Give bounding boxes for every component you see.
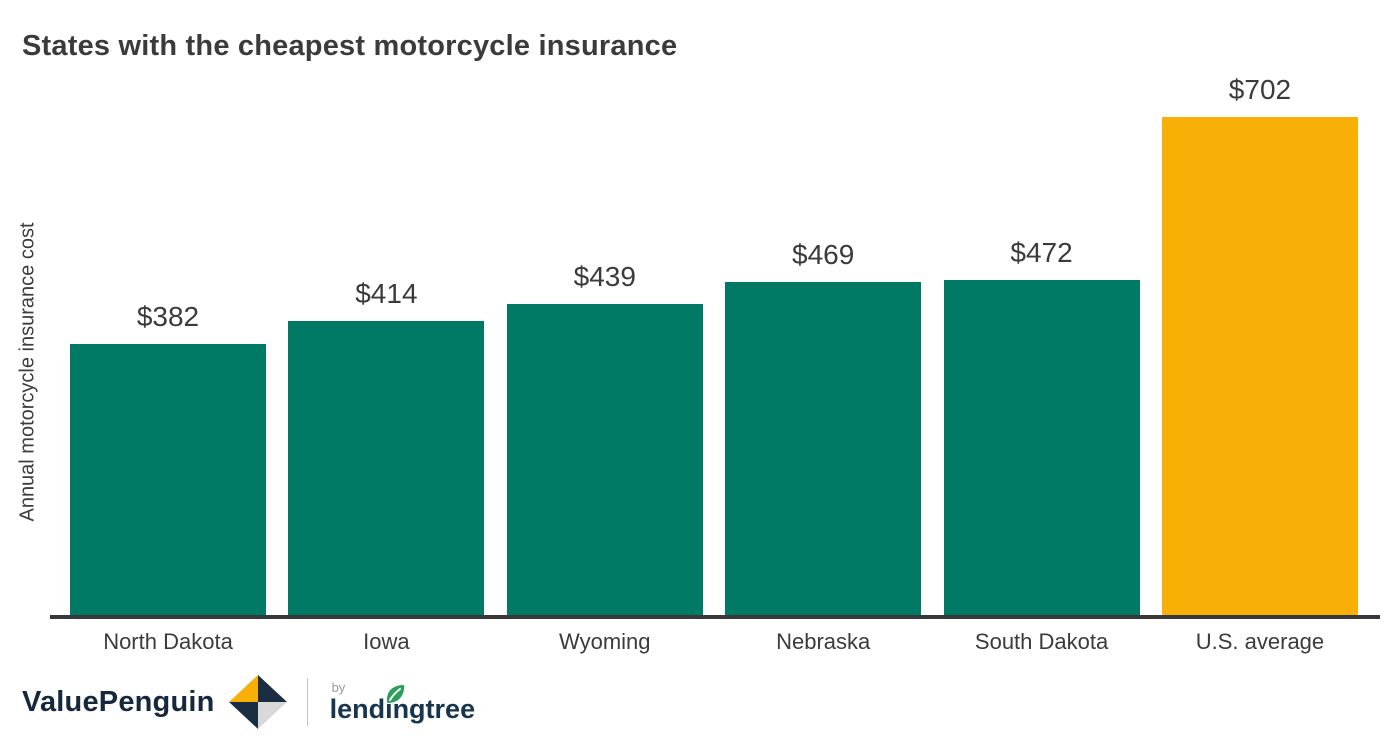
x-label-nebraska: Nebraska: [776, 629, 871, 654]
lendingtree-logo: by lendingtree: [330, 681, 476, 724]
bar-wyoming: [506, 304, 703, 615]
x-label-us-average: U.S. average: [1195, 629, 1325, 654]
branding-footer: ValuePenguin by lendingtree: [22, 672, 475, 732]
plot-area: $382 $414 $439 $469 $472 $702: [70, 75, 1358, 615]
chart-title: States with the cheapest motorcycle insu…: [22, 30, 678, 62]
bar-value-label: $382: [136, 301, 200, 332]
bar-group-south-dakota: $472: [943, 237, 1140, 615]
y-axis-label: Annual motorcycle insurance cost: [16, 222, 39, 522]
bar-south-dakota: [943, 280, 1140, 615]
leaf-icon: [386, 684, 404, 703]
by-label: by: [331, 679, 346, 695]
bar-group-wyoming: $439: [506, 261, 703, 615]
bar-value-label: $414: [355, 278, 418, 309]
lendingtree-wordmark: lendingtree: [330, 684, 475, 724]
bar-north-dakota: [70, 344, 266, 615]
bar-iowa: [288, 321, 485, 615]
bar-value-label: $702: [1228, 74, 1292, 105]
valuepenguin-diamond-icon: [228, 675, 287, 729]
bar-value-label: $439: [573, 261, 636, 292]
bar-group-north-dakota: $382: [70, 302, 266, 615]
bar-group-nebraska: $469: [725, 239, 922, 615]
bar-nebraska: [725, 282, 922, 615]
brand-divider: [306, 678, 308, 726]
bar-us-average: [1161, 117, 1358, 615]
x-label-wyoming: Wyoming: [559, 629, 651, 654]
x-axis-labels: North Dakota Iowa Wyoming Nebraska South…: [70, 627, 1358, 657]
x-label-north-dakota: North Dakota: [103, 629, 233, 654]
bar-value-label: $469: [792, 239, 855, 270]
valuepenguin-wordmark: ValuePenguin: [22, 685, 215, 718]
x-label-iowa: Iowa: [363, 629, 410, 654]
bar-group-iowa: $414: [288, 278, 485, 615]
bar-value-label: $472: [1010, 237, 1073, 268]
x-label-south-dakota: South Dakota: [974, 629, 1109, 654]
x-axis-line: [50, 615, 1380, 619]
bar-group-us-average: $702: [1161, 74, 1358, 615]
